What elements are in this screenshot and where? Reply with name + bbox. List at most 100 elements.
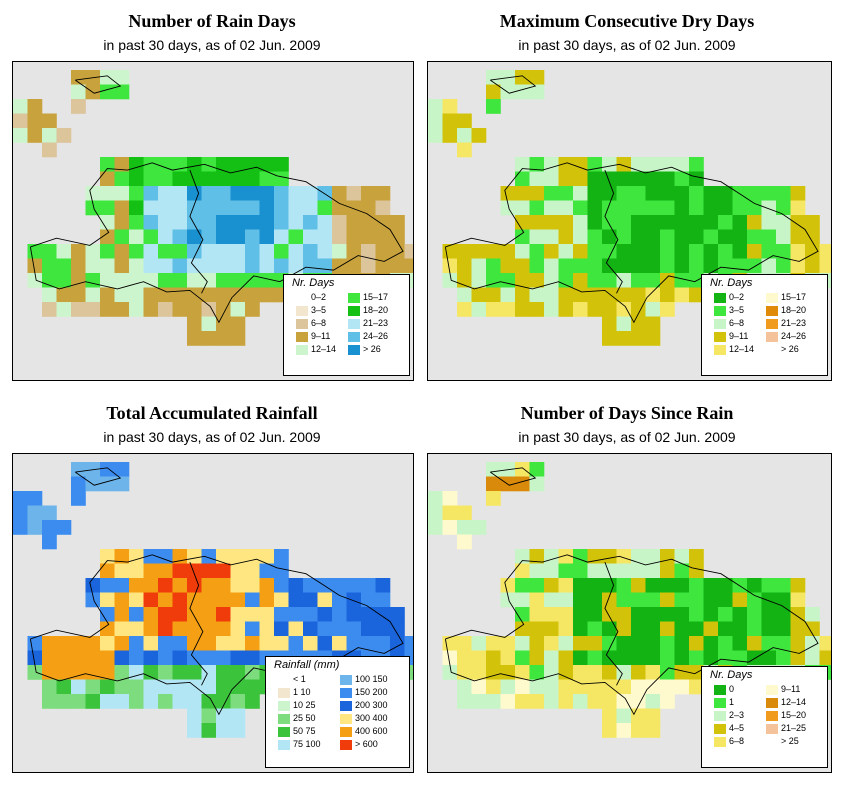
grid-cell (457, 142, 472, 158)
grid-cell (471, 520, 487, 535)
legend-label: > 600 (355, 739, 378, 749)
grid-cell (689, 650, 704, 666)
grid-cell (515, 258, 530, 274)
grid-cell (689, 244, 704, 259)
grid-cell (558, 650, 574, 666)
grid-cell (259, 200, 275, 216)
grid-cell (361, 244, 376, 259)
grid-cell (375, 636, 391, 651)
grid-cell (645, 578, 661, 593)
grid-cell (529, 302, 545, 317)
grid-cell (515, 549, 530, 564)
grid-cell (230, 563, 246, 579)
grid-cell (172, 578, 188, 593)
grid-cell (158, 592, 173, 608)
grid-cell (718, 244, 733, 259)
grid-cell (674, 171, 690, 187)
grid-cell (172, 258, 188, 274)
grid-cell (187, 229, 202, 245)
grid-cell (703, 200, 719, 216)
grid-cell (544, 563, 559, 579)
grid-cell (71, 273, 86, 288)
grid-cell (259, 578, 275, 593)
grid-cell (27, 491, 43, 506)
grid-cell (201, 258, 217, 274)
grid-cell (515, 215, 530, 230)
grid-cell (245, 636, 260, 651)
grid-cell (645, 273, 661, 288)
legend-label: > 25 (781, 736, 799, 746)
grid-cell (428, 99, 443, 114)
legend-swatch (714, 306, 726, 316)
grid-cell (42, 534, 57, 550)
grid-cell (442, 650, 458, 666)
grid-cell (71, 694, 86, 709)
grid-cell (245, 186, 260, 201)
grid-cell (515, 186, 530, 201)
grid-cell (187, 273, 202, 288)
grid-cell (805, 215, 820, 230)
grid-cell (71, 302, 86, 317)
grid-cell (515, 578, 530, 593)
grid-cell (259, 171, 275, 187)
grid-cell (500, 694, 516, 709)
grid-cell (201, 665, 217, 680)
legend-label: 2–3 (729, 710, 745, 720)
grid-cell (616, 694, 632, 709)
grid-cell (573, 171, 588, 187)
grid-cell (274, 258, 289, 274)
grid-cell (201, 200, 217, 216)
grid-cell (616, 592, 632, 608)
legend-swatch (714, 319, 726, 329)
grid-cell (486, 244, 501, 259)
legend-label: 100 150 (355, 674, 388, 684)
grid-cell (114, 302, 130, 317)
grid-cell (390, 229, 405, 245)
legend-label: 21–23 (781, 318, 807, 328)
grid-cell (761, 186, 777, 201)
grid-cell (660, 200, 675, 216)
map-frame: Rainfall (mm) < 1 1 10 10 25 25 50 50 75 75 1… (12, 453, 414, 773)
grid-cell (471, 650, 487, 666)
grid-cell (361, 186, 376, 201)
grid-cell (56, 287, 72, 303)
grid-cell (259, 229, 275, 245)
grid-cell (529, 273, 545, 288)
grid-cell (616, 258, 632, 274)
grid-cell (500, 636, 516, 651)
grid-cell (558, 679, 574, 695)
grid-cell (631, 200, 646, 216)
grid-cell (187, 636, 202, 651)
grid-cell (332, 215, 347, 230)
grid-cell (216, 258, 231, 274)
grid-cell (230, 157, 246, 172)
grid-cell (230, 578, 246, 593)
grid-cell (332, 621, 347, 637)
grid-cell (558, 171, 574, 187)
grid-cell (172, 592, 188, 608)
panel-rain-days: Number of Rain Days in past 30 days, as … (5, 5, 419, 381)
grid-cell (230, 331, 246, 346)
legend-swatch (348, 332, 360, 342)
grid-cell (747, 258, 762, 274)
grid-cell (27, 128, 43, 143)
grid-cell (631, 607, 646, 622)
grid-cell (303, 592, 318, 608)
grid-cell (573, 592, 588, 608)
grid-cell (486, 287, 501, 303)
grid-cell (747, 592, 762, 608)
grid-cell (544, 549, 559, 564)
grid-cell (515, 229, 530, 245)
grid-cell (56, 679, 72, 695)
grid-cell (71, 84, 86, 100)
grid-cell (172, 171, 188, 187)
grid-cell (674, 607, 690, 622)
grid-cell (428, 113, 443, 129)
grid-cell (457, 128, 472, 143)
grid-cell (602, 578, 617, 593)
legend-swatch (340, 675, 352, 685)
grid-cell (660, 592, 675, 608)
grid-cell (27, 113, 43, 129)
grid-cell (143, 302, 159, 317)
grid-cell (515, 302, 530, 317)
